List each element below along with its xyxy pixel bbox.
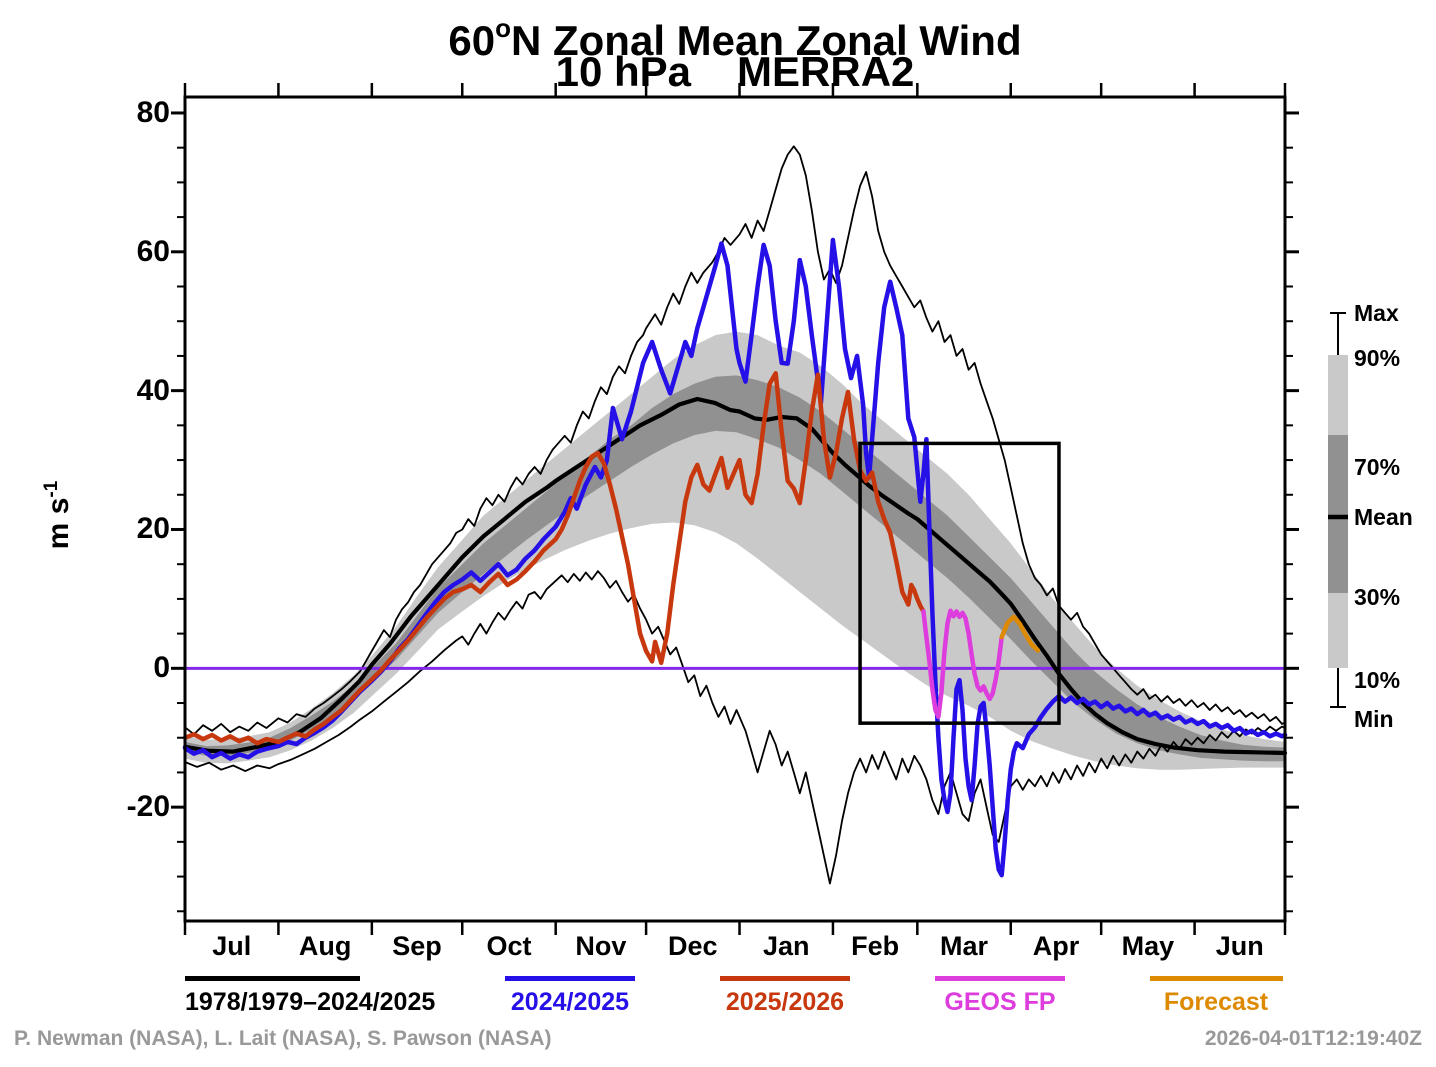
line-2024-2025 (182, 237, 1288, 878)
percentile-label-min: Min (1354, 706, 1394, 732)
min-envelope-line (184, 570, 1286, 885)
x-tick-label-oct: Oct (486, 931, 532, 961)
line-geos-fp (921, 608, 1004, 720)
page-subtitle: 10 hPa MERRA2 (185, 50, 1285, 94)
x-tick-label-aug: Aug (298, 931, 352, 961)
x-tick-label-sep: Sep (392, 931, 442, 961)
page-title: 60oN Zonal Mean Zonal Wind (185, 6, 1285, 63)
x-tick-label-feb: Feb (851, 931, 900, 961)
legend-swatch-red (720, 976, 850, 981)
x-tick-label-nov: Nov (575, 931, 627, 961)
percentile-label-mean: Mean (1354, 504, 1413, 530)
legend-band-dark (1328, 435, 1348, 593)
y-tick-label: 40 (136, 373, 170, 407)
subtitle-pressure: 10 hPa (555, 48, 692, 95)
legend-swatch-orange (1150, 976, 1283, 981)
timestamp-text: 2026-04-01T12:19:40Z (1204, 1027, 1422, 1050)
title-degrees-base: 60 (448, 17, 496, 64)
y-tick-label: 0 (153, 651, 170, 685)
legend-label-orange: Forecast (1163, 988, 1269, 1016)
band-10-90 (185, 331, 1285, 770)
line-forecast (999, 614, 1041, 653)
x-tick-label-jan: Jan (762, 931, 810, 961)
y-tick-label: 20 (136, 512, 170, 546)
plot-frame (183, 95, 1287, 923)
y-tick-label: -20 (126, 790, 170, 824)
legend-swatch-black (185, 976, 360, 981)
credit-text: P. Newman (NASA), L. Lait (NASA), S. Paw… (14, 1027, 552, 1050)
y-tick-label: 80 (136, 95, 170, 129)
percentile-label-90pct: 90% (1354, 345, 1401, 371)
x-tick-label-dec: Dec (668, 931, 718, 961)
x-tick-label-jul: Jul (212, 931, 252, 961)
highlight-box (858, 441, 1061, 725)
subtitle-dataset: MERRA2 (737, 48, 915, 95)
line-2025-2026 (182, 371, 926, 746)
legend-label-black: 1978/1979–2024/2025 (185, 988, 436, 1016)
y-axis-label-exponent: -1 (41, 480, 62, 498)
x-tick-label-mar: Mar (940, 931, 989, 961)
percentile-label-30pct: 30% (1354, 584, 1401, 610)
x-tick-label-may: May (1121, 931, 1175, 961)
title-degree-sup: o (495, 13, 511, 43)
climatology-mean-line (182, 396, 1288, 756)
x-tick-label-apr: Apr (1032, 931, 1080, 961)
percentile-label-70pct: 70% (1354, 454, 1401, 480)
legend-label-magenta: GEOS FP (944, 988, 1056, 1016)
legend-label-blue: 2024/2025 (510, 988, 630, 1016)
percentile-label-10pct: 10% (1354, 667, 1401, 693)
percentile-label-max: Max (1354, 300, 1399, 326)
legend-label-red: 2025/2026 (725, 988, 845, 1016)
title-line1-rest: N Zonal Mean Zonal Wind (511, 17, 1022, 64)
max-envelope-line (184, 145, 1286, 736)
legend-swatch-blue (505, 976, 635, 981)
x-tick-label-jun: Jun (1215, 931, 1264, 961)
y-tick-label: 60 (136, 234, 170, 268)
legend-swatch-magenta (935, 976, 1065, 981)
